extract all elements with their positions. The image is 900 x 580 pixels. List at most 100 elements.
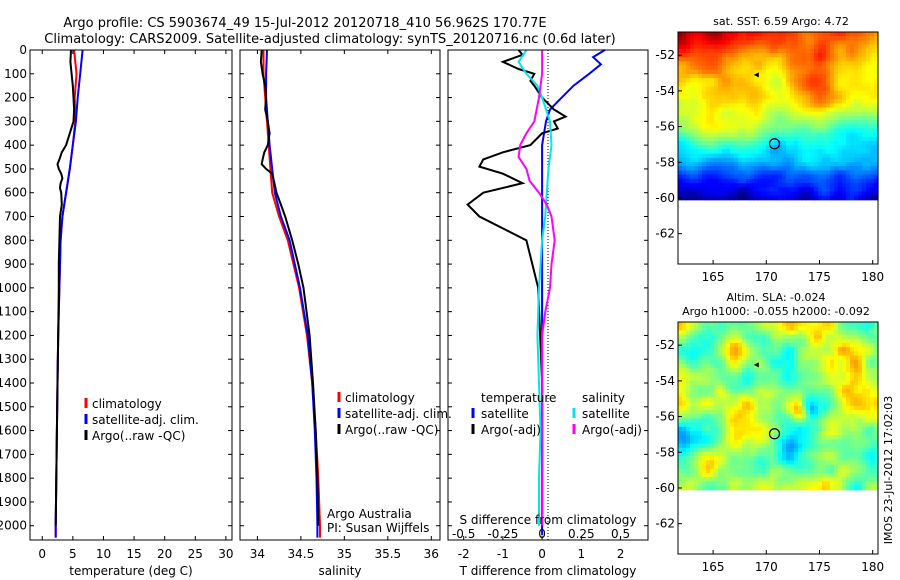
map-cell	[714, 48, 719, 54]
map-cell	[850, 372, 855, 378]
map-cell	[786, 452, 791, 457]
map-cell	[846, 456, 851, 461]
map-cell	[682, 426, 687, 432]
map-cell	[682, 468, 687, 474]
map-cell	[802, 481, 807, 487]
map-cell	[862, 99, 867, 104]
map-cell	[826, 418, 831, 424]
map-cell	[762, 443, 767, 449]
map-cell	[838, 326, 843, 331]
map-cell	[874, 149, 879, 155]
map-cell	[686, 456, 691, 461]
map-cell	[798, 78, 803, 83]
map-cell	[822, 439, 827, 445]
map-cell	[694, 141, 699, 146]
map-cell	[790, 401, 795, 407]
map-cell	[718, 57, 723, 62]
map-cell	[866, 73, 871, 79]
map-cell	[874, 32, 879, 37]
map-cell	[874, 431, 879, 436]
map-cell	[874, 477, 879, 482]
previous-position-marker	[753, 72, 759, 78]
map-cell	[710, 153, 715, 159]
map-cell	[870, 36, 875, 41]
map-cell	[774, 330, 779, 336]
map-cell	[690, 40, 695, 46]
map-cell	[810, 132, 815, 138]
lat-tick-label: -58	[655, 445, 675, 459]
map-cell	[682, 355, 687, 361]
map-cell	[746, 359, 751, 365]
map-cell	[754, 481, 759, 487]
depth-tick-label: 1500	[0, 400, 27, 414]
map-cell	[834, 90, 839, 96]
map-cell	[850, 439, 855, 445]
map-cell	[762, 372, 767, 378]
map-cell	[718, 120, 723, 125]
map-cell	[738, 322, 743, 327]
map-cell	[798, 372, 803, 378]
map-cell	[834, 82, 839, 88]
map-cell	[866, 384, 871, 390]
map-cell	[686, 393, 691, 399]
map-cell	[770, 157, 775, 163]
map-cell	[718, 48, 723, 54]
map-cell	[718, 124, 723, 130]
map-cell	[770, 65, 775, 71]
map-cell	[694, 426, 699, 432]
legend-label-s-satellite: satellite	[582, 407, 630, 421]
map-cell	[854, 120, 859, 125]
map-cell	[818, 107, 823, 113]
map-cell	[706, 136, 711, 142]
map-cell	[798, 472, 803, 478]
map-cell	[830, 410, 835, 415]
map-cell	[826, 191, 831, 197]
map-cell	[734, 410, 739, 415]
map-cell	[826, 468, 831, 474]
map-cell	[774, 191, 779, 197]
map-cell	[822, 410, 827, 415]
map-cell	[850, 380, 855, 386]
map-cell	[726, 456, 731, 461]
map-cell	[750, 120, 755, 125]
map-cell	[806, 326, 811, 331]
map-cell	[702, 414, 707, 420]
map-cell	[730, 397, 735, 403]
map-cell	[762, 191, 767, 197]
map-cell	[726, 384, 731, 390]
map-cell	[826, 414, 831, 420]
map-cell	[726, 187, 731, 192]
map-cell	[802, 132, 807, 138]
map-cell	[722, 393, 727, 399]
map-cell	[786, 435, 791, 441]
map-cell	[770, 359, 775, 365]
map-cell	[738, 107, 743, 113]
map-cell	[794, 153, 799, 159]
map-cell	[722, 426, 727, 432]
map-cell	[754, 443, 759, 449]
map-cell	[690, 86, 695, 92]
map-cell	[710, 464, 715, 470]
map-cell	[714, 191, 719, 197]
map-cell	[766, 485, 771, 491]
x2-tick-label: 0.25	[568, 527, 595, 541]
map-cell	[686, 178, 691, 184]
map-cell	[786, 136, 791, 142]
map-cell	[726, 69, 731, 75]
map-cell	[778, 40, 783, 46]
map-cell	[694, 120, 699, 125]
map-cell	[758, 162, 763, 167]
map-cell	[850, 447, 855, 453]
map-cell	[750, 405, 755, 411]
map-cell	[830, 157, 835, 163]
map-cell	[758, 452, 763, 457]
map-cell	[738, 481, 743, 487]
legend-label-s-argo: Argo(-adj)	[582, 423, 642, 437]
map-cell	[722, 78, 727, 83]
map-cell	[770, 86, 775, 92]
map-cell	[782, 347, 787, 352]
map-cell	[690, 99, 695, 104]
map-cell	[798, 447, 803, 453]
map-cell	[726, 73, 731, 79]
map-cell	[838, 128, 843, 134]
